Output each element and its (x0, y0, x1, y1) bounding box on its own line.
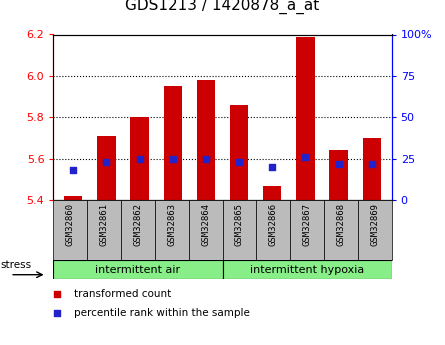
Bar (324, 200, 358, 260)
Point (269, 164, 276, 170)
Point (235, 159, 243, 165)
Point (103, 159, 110, 165)
Point (53, 292, 61, 297)
Point (70, 168, 77, 173)
Bar (230, 105, 248, 200)
Text: GSM32866: GSM32866 (269, 203, 278, 246)
Text: GSM32868: GSM32868 (336, 203, 345, 246)
Bar (222, 200, 256, 260)
Bar (53, 260, 222, 279)
Point (202, 156, 210, 161)
Bar (197, 80, 215, 200)
Bar (290, 200, 324, 260)
Text: transformed count: transformed count (74, 289, 171, 299)
Text: percentile rank within the sample: percentile rank within the sample (74, 308, 250, 318)
Bar (329, 150, 348, 200)
Text: GSM32860: GSM32860 (66, 203, 75, 246)
Point (335, 161, 342, 166)
Bar (164, 86, 182, 200)
Bar (222, 260, 392, 279)
Bar (87, 200, 121, 260)
Point (368, 161, 375, 166)
Text: intermittent air: intermittent air (95, 265, 181, 275)
Text: GSM32867: GSM32867 (303, 203, 312, 246)
Text: stress: stress (0, 260, 32, 270)
Text: GSM32869: GSM32869 (370, 203, 379, 246)
Point (136, 156, 143, 161)
Point (169, 156, 176, 161)
Text: GSM32862: GSM32862 (134, 203, 142, 246)
Text: intermittent hypoxia: intermittent hypoxia (250, 265, 364, 275)
Bar (263, 186, 281, 200)
Bar (189, 200, 222, 260)
Text: GSM32863: GSM32863 (167, 203, 176, 246)
Bar (256, 200, 290, 260)
Bar (53, 200, 87, 260)
Bar (121, 200, 155, 260)
Bar (130, 117, 149, 200)
Point (53, 310, 61, 315)
Bar (64, 196, 82, 200)
Text: GSM32865: GSM32865 (235, 203, 244, 246)
Bar (358, 200, 392, 260)
Bar (296, 37, 315, 200)
Text: GSM32864: GSM32864 (201, 203, 210, 246)
Bar (97, 136, 116, 200)
Point (302, 154, 309, 160)
Bar (155, 200, 189, 260)
Bar (363, 138, 381, 200)
Text: GDS1213 / 1420878_a_at: GDS1213 / 1420878_a_at (125, 0, 320, 14)
Text: GSM32861: GSM32861 (100, 203, 109, 246)
